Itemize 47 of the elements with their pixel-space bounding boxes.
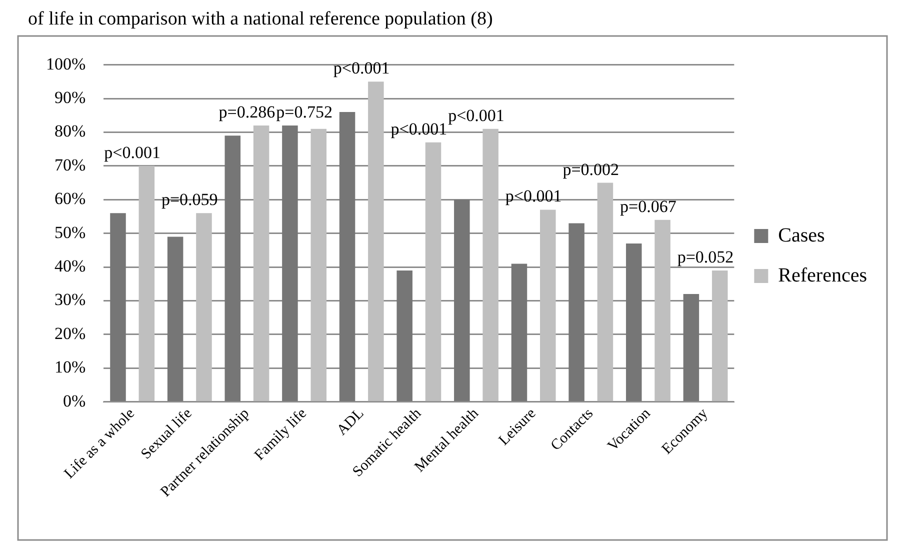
bar bbox=[396, 270, 412, 402]
y-tick-label: 30% bbox=[54, 290, 86, 310]
bar bbox=[196, 213, 212, 402]
annotation: p<0.001 bbox=[333, 58, 390, 78]
annotation: p<0.001 bbox=[390, 119, 448, 138]
bar bbox=[568, 223, 584, 402]
annotation: p<0.001 bbox=[104, 142, 160, 162]
y-tick-label: 20% bbox=[54, 324, 86, 343]
legend-label: Cases bbox=[778, 224, 826, 246]
bar bbox=[425, 142, 442, 402]
bar bbox=[654, 220, 670, 402]
bar bbox=[540, 210, 556, 402]
annotation: p=0.752 bbox=[276, 102, 332, 122]
bar bbox=[167, 236, 184, 402]
chart-title: of life in comparison with a national reference population (8) bbox=[28, 8, 493, 30]
y-tick-label: 40% bbox=[54, 256, 86, 276]
annotation: p=0.052 bbox=[677, 247, 734, 266]
y-tick-label: 0% bbox=[62, 391, 86, 410]
annotation: p<0.001 bbox=[505, 186, 562, 206]
y-tick-label: 60% bbox=[54, 189, 86, 208]
bar bbox=[683, 294, 700, 402]
bar bbox=[626, 243, 642, 402]
bar bbox=[138, 166, 155, 402]
y-tick-label: 90% bbox=[54, 88, 86, 107]
annotation: p=0.002 bbox=[562, 160, 620, 179]
y-tick-label: 100% bbox=[46, 54, 86, 74]
bar bbox=[224, 136, 241, 402]
annotation: p=0.059 bbox=[161, 190, 218, 210]
bar bbox=[712, 270, 728, 402]
bar bbox=[597, 182, 614, 402]
bar bbox=[310, 128, 326, 402]
bar bbox=[253, 125, 270, 402]
bar bbox=[482, 128, 498, 402]
y-tick-label: 80% bbox=[54, 122, 86, 141]
y-tick-label: 70% bbox=[54, 155, 86, 174]
annotation: p=0.286 bbox=[218, 102, 276, 122]
y-tick-label: 10% bbox=[54, 358, 86, 377]
legend-label: References bbox=[778, 264, 868, 286]
annotation: p=0.067 bbox=[620, 196, 677, 216]
bar bbox=[282, 125, 298, 402]
bar bbox=[110, 213, 126, 402]
bar bbox=[511, 264, 528, 402]
annotation: p<0.001 bbox=[448, 106, 504, 125]
bar bbox=[368, 82, 384, 402]
y-tick-label: 50% bbox=[54, 222, 86, 242]
bar bbox=[454, 200, 470, 402]
bar bbox=[339, 112, 356, 402]
